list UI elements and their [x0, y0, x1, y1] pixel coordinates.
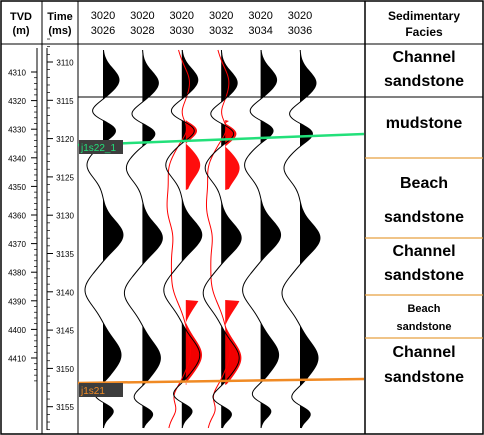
tvd-tick-label: 4400	[8, 326, 26, 335]
trace-headers: 3020 3026 3020 3028 3020 3030 3020 3032 3020 3034…	[91, 10, 312, 37]
time-tick-label: 3120	[56, 135, 74, 144]
tvd-tick-label: 4350	[8, 183, 26, 192]
trace-crossline-label: 3026	[91, 25, 115, 37]
facies-label: sandstone	[396, 321, 451, 333]
tvd-header-line1: TVD	[10, 11, 32, 23]
time-tick-label: 3130	[56, 212, 74, 221]
tvd-tick-label: 4390	[8, 297, 26, 306]
time-tick-label: 3135	[56, 250, 74, 259]
seismic-traces	[84, 49, 321, 429]
seismic-trace	[202, 49, 242, 429]
horizon-label-box	[79, 140, 123, 154]
facies-header-line2: Facies	[405, 25, 443, 39]
time-tick-label: 3140	[56, 288, 74, 297]
trace-inline-label: 3020	[130, 10, 154, 22]
trace-wiggle	[163, 49, 203, 429]
facies-label: Beach	[400, 175, 448, 192]
seismic-trace	[242, 49, 282, 429]
trace-positive-fill	[142, 50, 163, 428]
facies-header-line1: Sedimentary	[388, 9, 460, 23]
tvd-axis: 4310 4320 4330 4340 4350 4360 4370 4380 4390 4400…	[8, 48, 38, 430]
trace-wiggle	[123, 49, 163, 429]
tvd-header-line2: (m)	[12, 25, 29, 37]
horizon-line	[77, 132, 365, 147]
trace-crossline-label: 3030	[170, 25, 194, 37]
trace-crossline-label: 3034	[248, 25, 272, 37]
horizon-label-box	[79, 383, 123, 397]
facies-label: Channel	[392, 344, 455, 361]
facies-label: sandstone	[384, 73, 464, 90]
tvd-tick-label: 4330	[8, 126, 26, 135]
seismic-trace	[84, 49, 124, 429]
time-tick-label: 3155	[56, 403, 74, 412]
trace-crossline-label: 3032	[209, 25, 233, 37]
trace-highlight-curve	[205, 49, 231, 429]
trace-highlight-fill	[185, 50, 202, 428]
trace-positive-fill	[221, 50, 242, 428]
trace-inline-label: 3020	[170, 10, 194, 22]
facies-labels: Channel sandstone mudstone Beach sandstone Ch…	[384, 49, 464, 386]
tvd-tick-label: 4340	[8, 154, 26, 163]
time-header-line2: (ms)	[48, 25, 72, 37]
time-header-line1: Time	[47, 11, 72, 23]
tvd-tick-label: 4310	[8, 69, 26, 78]
trace-positive-fill	[300, 50, 320, 428]
facies-boundaries	[78, 96, 483, 339]
time-tick-label: 3110	[56, 59, 74, 68]
seismic-trace	[123, 49, 163, 429]
facies-label: Beach	[407, 303, 440, 315]
trace-inline-label: 3020	[288, 10, 312, 22]
trace-wiggle	[84, 49, 124, 429]
tvd-tick-label: 4410	[8, 355, 26, 364]
trace-crossline-label: 3028	[130, 25, 154, 37]
facies-label: mudstone	[386, 115, 463, 132]
seismic-trace	[281, 49, 321, 429]
trace-wiggle	[281, 49, 321, 429]
trace-positive-fill	[103, 50, 123, 428]
trace-highlight-curve	[166, 49, 191, 429]
trace-wiggle	[202, 49, 242, 429]
trace-inline-label: 3020	[209, 10, 233, 22]
trace-positive-fill	[260, 50, 281, 428]
tvd-tick-label: 4380	[8, 269, 26, 278]
trace-inline-label: 3020	[91, 10, 115, 22]
facies-label: Channel	[392, 243, 455, 260]
facies-label: sandstone	[384, 209, 464, 226]
trace-inline-label: 3020	[248, 10, 272, 22]
horizon-line	[77, 377, 365, 385]
trace-highlight-fill	[225, 50, 242, 428]
tvd-tick-label: 4320	[8, 97, 26, 106]
horizon-label: j1s21	[80, 386, 105, 397]
seismic-trace	[163, 49, 203, 429]
tvd-tick-label: 4370	[8, 240, 26, 249]
trace-wiggle	[242, 49, 282, 429]
time-tick-label: 3145	[56, 327, 74, 336]
tvd-tick-label: 4360	[8, 212, 26, 221]
horizon-label: j1s22_1	[80, 143, 116, 154]
time-tick-label: 3115	[56, 97, 74, 106]
time-axis: 3110 3115 3120 3125 3130 3135 3140 3145 3150 3155	[46, 38, 74, 431]
facies-label: sandstone	[384, 369, 464, 386]
trace-crossline-label: 3036	[288, 25, 312, 37]
horizon-lines: j1s22_1 j1s21	[77, 132, 365, 397]
time-tick-label: 3150	[56, 365, 74, 374]
time-tick-label: 3125	[56, 173, 74, 182]
facies-label: sandstone	[384, 267, 464, 284]
facies-label: Channel	[392, 49, 455, 66]
